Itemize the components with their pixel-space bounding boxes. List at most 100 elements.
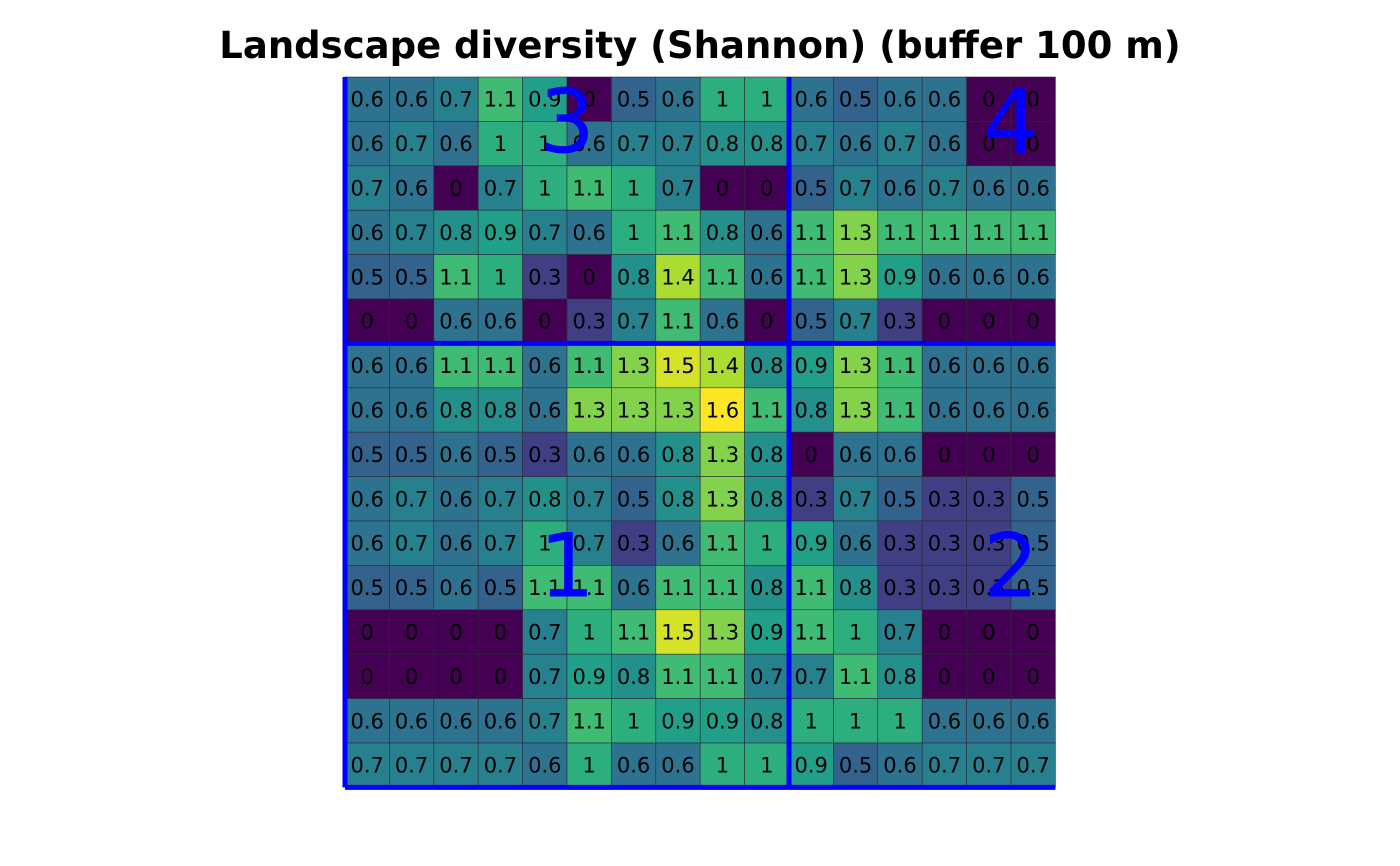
heatmap-cell xyxy=(966,742,1012,788)
heatmap-cell xyxy=(344,698,390,744)
cell-value-label: 1.1 xyxy=(794,265,827,289)
heatmap-cell xyxy=(433,609,479,655)
heatmap-cell xyxy=(833,121,879,167)
heatmap-cell xyxy=(788,565,834,611)
cell-value-label: 0.7 xyxy=(395,221,428,245)
cell-value-label: 0 xyxy=(938,310,951,334)
heatmap-cell xyxy=(966,565,1012,611)
heatmap-cell xyxy=(833,387,879,433)
cell-value-label: 0.7 xyxy=(839,310,872,334)
cell-value-label: 0.6 xyxy=(350,532,383,556)
heatmap-cell xyxy=(433,431,479,477)
cell-value-label: 0.3 xyxy=(883,310,916,334)
cell-value-label: 0.7 xyxy=(350,754,383,778)
heatmap-cell xyxy=(1010,520,1056,566)
cell-value-label: 1 xyxy=(760,532,773,556)
cell-value-label: 0.7 xyxy=(928,754,961,778)
cell-value-label: 0.8 xyxy=(750,709,783,733)
cell-value-label: 0.6 xyxy=(528,354,561,378)
heatmap-cell xyxy=(744,76,790,122)
heatmap-cell xyxy=(788,742,834,788)
heatmap-cell xyxy=(833,298,879,344)
heatmap-cell xyxy=(966,387,1012,433)
cell-value-label: 1.4 xyxy=(706,354,739,378)
cell-value-label: 1.1 xyxy=(661,576,694,600)
heatmap-cell xyxy=(477,698,523,744)
cell-value-label: 0.6 xyxy=(972,709,1005,733)
quadrant-dividers xyxy=(342,77,1056,790)
cell-value-label: 0.6 xyxy=(928,265,961,289)
cell-value-label: 0.5 xyxy=(395,265,428,289)
heatmap-cell xyxy=(433,298,479,344)
heatmap-cell xyxy=(1010,254,1056,300)
heatmap-cell xyxy=(788,121,834,167)
cell-value-label: 1.3 xyxy=(617,354,650,378)
cell-value-label: 1.3 xyxy=(617,399,650,423)
heatmap-cell xyxy=(744,742,790,788)
heatmap-cell xyxy=(344,431,390,477)
cell-value-label: 0.7 xyxy=(572,487,605,511)
heatmap-cell xyxy=(921,431,967,477)
cell-value-label: 0 xyxy=(1027,443,1040,467)
cell-value-label: 0.5 xyxy=(395,443,428,467)
heatmap-cell xyxy=(833,609,879,655)
cell-value-label: 0.6 xyxy=(350,221,383,245)
cell-value-label: 0.7 xyxy=(839,487,872,511)
cell-value-label: 1 xyxy=(716,754,729,778)
cell-value-label: 0.5 xyxy=(1016,532,1049,556)
cell-value-label: 1.5 xyxy=(661,354,694,378)
cell-value-label: 0.9 xyxy=(661,709,694,733)
cell-value-label: 1 xyxy=(849,621,862,645)
cell-value-label: 0.6 xyxy=(972,265,1005,289)
cell-value-label: 0.6 xyxy=(617,576,650,600)
cell-value-label: 0.7 xyxy=(484,532,517,556)
cell-value-label: 1.1 xyxy=(794,621,827,645)
heatmap-cell xyxy=(1010,76,1056,122)
heatmap-cell xyxy=(433,476,479,522)
heatmap-cell xyxy=(1010,653,1056,699)
cell-value-label: 0.6 xyxy=(883,443,916,467)
cell-value-label: 0.6 xyxy=(439,709,472,733)
cell-value-label: 1 xyxy=(805,709,818,733)
heatmap-cell xyxy=(833,742,879,788)
cell-value-label: 0.6 xyxy=(395,177,428,201)
cell-value-label: 0.6 xyxy=(395,354,428,378)
cell-value-label: 1.1 xyxy=(706,265,739,289)
cell-value-label: 0.6 xyxy=(972,399,1005,423)
heatmap-cell xyxy=(1010,565,1056,611)
heatmap-cell xyxy=(477,121,523,167)
cell-value-label: 0.6 xyxy=(661,532,694,556)
heatmap-cell xyxy=(833,653,879,699)
heatmap-cell xyxy=(566,387,612,433)
cell-value-label: 0 xyxy=(938,621,951,645)
cell-value-label: 0.8 xyxy=(661,487,694,511)
cell-value-label: 0 xyxy=(494,665,507,689)
heatmap-cell xyxy=(921,476,967,522)
cell-value-label: 1.1 xyxy=(883,354,916,378)
cell-value-label: 0.6 xyxy=(350,399,383,423)
heatmap-cell xyxy=(921,76,967,122)
heatmap-cell xyxy=(1010,387,1056,433)
cell-value-label: 0.6 xyxy=(350,88,383,112)
cell-value-label: 0 xyxy=(982,665,995,689)
cell-value-label: 0.3 xyxy=(928,487,961,511)
heatmap-cell xyxy=(433,76,479,122)
heatmap-cell xyxy=(699,343,745,389)
cell-value-label: 0.6 xyxy=(395,709,428,733)
heatmap-cell xyxy=(921,254,967,300)
cell-value-label: 1.5 xyxy=(661,621,694,645)
cell-value-label: 1.1 xyxy=(883,399,916,423)
heatmap-cell xyxy=(655,653,701,699)
heatmap-cell xyxy=(522,76,568,122)
cell-value-label: 0 xyxy=(494,621,507,645)
cell-value-label: 0.7 xyxy=(617,310,650,334)
cell-value-label: 0 xyxy=(938,443,951,467)
heatmap-cell xyxy=(655,209,701,255)
heatmap-cell xyxy=(389,121,435,167)
cell-value-label: 0.9 xyxy=(706,709,739,733)
heatmap-cell xyxy=(566,254,612,300)
cell-value-label: 0.6 xyxy=(972,354,1005,378)
cell-value-label: 1.1 xyxy=(484,354,517,378)
cell-value-label: 0.6 xyxy=(839,443,872,467)
